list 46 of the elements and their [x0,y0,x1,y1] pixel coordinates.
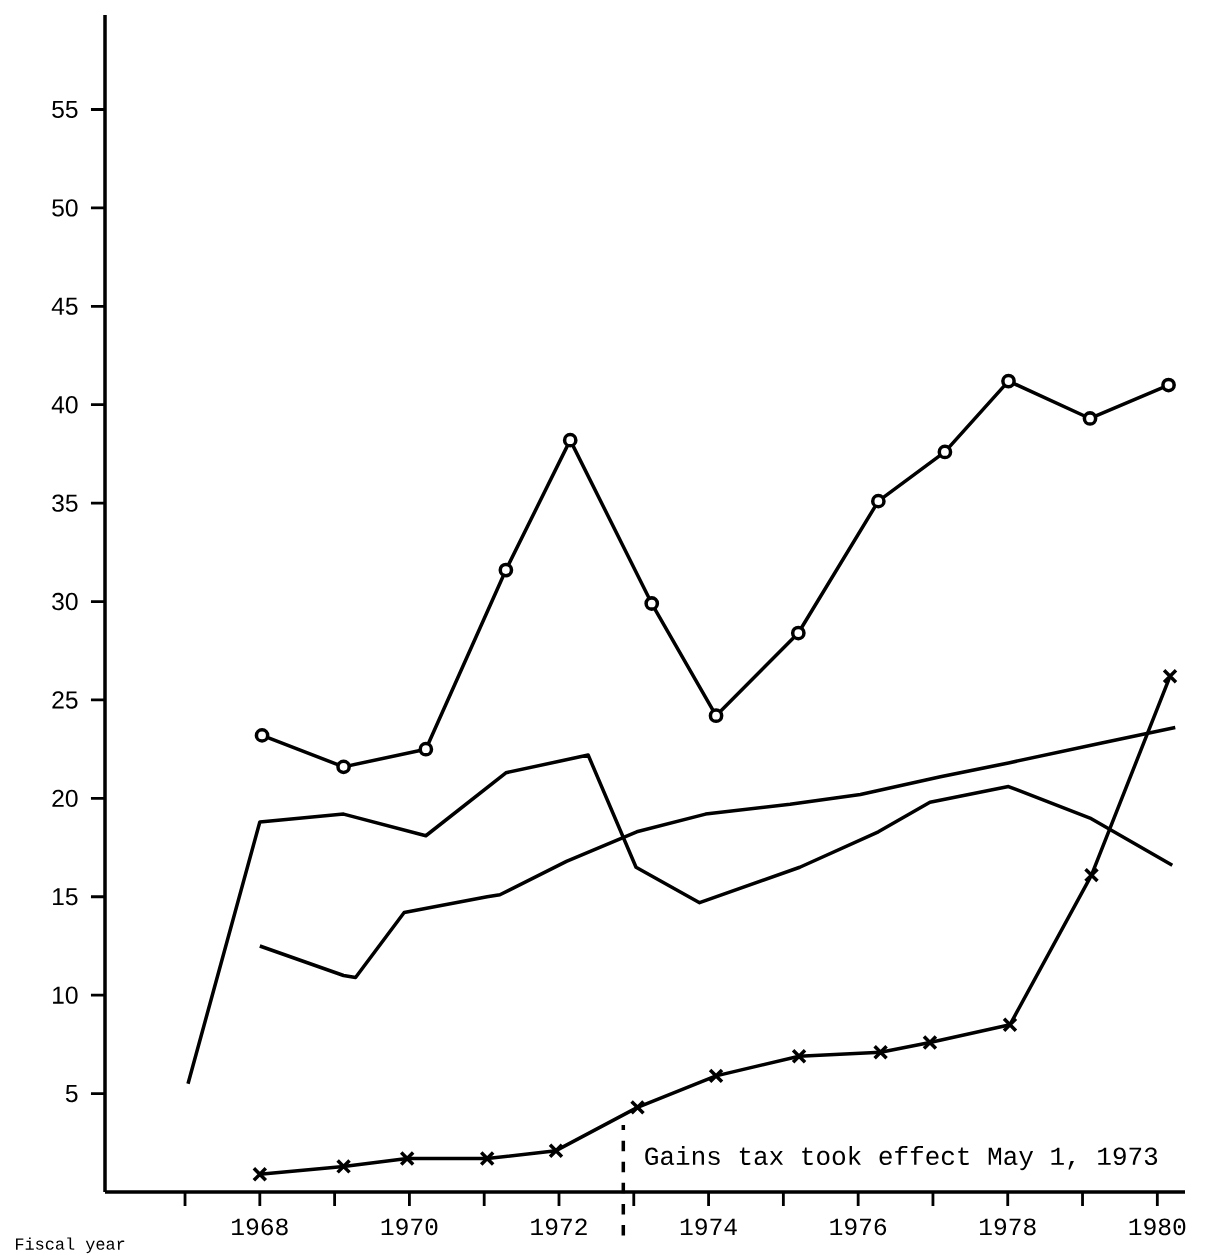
x-tick-label: 1968 [232,1218,288,1236]
point [937,444,953,460]
y-tick-label: 50 [52,199,78,217]
point [418,741,434,757]
y-tick-label: 30 [52,592,78,611]
y-tick-label: 20 [52,789,78,808]
x-axis-title: Fiscal year [16,1237,125,1254]
point [1082,411,1098,426]
y-tick-label: 25 [52,691,78,709]
point [548,1142,564,1159]
x-tick-label: 1976 [830,1218,887,1236]
point [335,1158,352,1175]
point [922,1034,938,1051]
x-tick-label: 1970 [381,1218,438,1236]
point [1161,377,1176,393]
point [1002,1016,1018,1033]
point [1001,373,1016,389]
y-tick-label: 55 [52,100,78,119]
point [791,1048,807,1064]
point [1083,867,1100,883]
point [708,1068,724,1084]
x-tick-label: 1972 [531,1218,587,1236]
point [399,1150,415,1167]
y-tick-label: 45 [51,297,78,315]
point [254,728,270,743]
y-tick-label: 40 [51,396,78,414]
point [708,708,724,724]
point [498,562,514,578]
x-tick-label: 1980 [1129,1218,1186,1236]
point [252,1166,268,1183]
point [629,1099,646,1116]
y-tick-label: 10 [53,986,78,1004]
x-tick-label: 1978 [979,1218,1036,1236]
x-tick-label: 1974 [680,1218,737,1236]
point [1162,668,1178,685]
point [790,625,806,641]
point [644,596,660,611]
point [479,1150,495,1167]
y-tick-label: 5 [65,1085,78,1103]
point [336,759,351,775]
ref-line-label: Gains tax took effect May 1, 1973 [645,1145,1158,1171]
y-tick-label: 15 [53,888,78,906]
point [870,493,886,509]
point [872,1044,889,1060]
point [562,432,578,448]
y-tick-label: 35 [52,494,78,512]
